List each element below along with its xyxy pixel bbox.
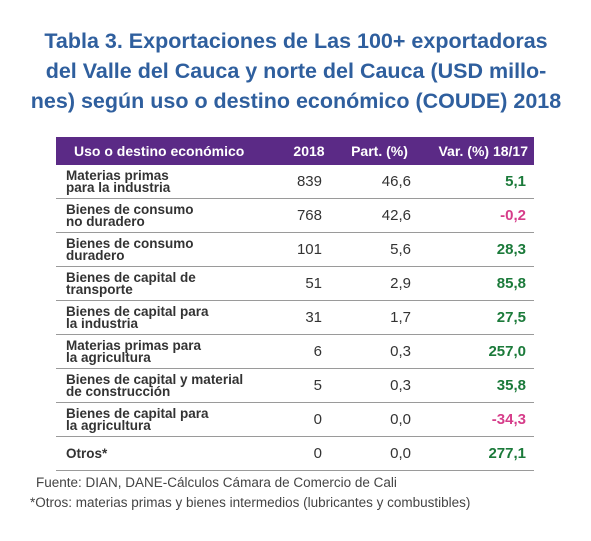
row-label: Bienes de capital de transporte <box>56 269 270 297</box>
row-label: Bienes de consumo no duradero <box>56 201 270 229</box>
table-row: Bienes de consumo no duradero 768 42,6 -0,2 <box>56 199 534 233</box>
cell-variacion: -0,2 <box>500 207 526 224</box>
footnote: *Otros: materias primas y bienes interme… <box>30 495 471 510</box>
cell-participacion: 0,0 <box>390 411 411 428</box>
table-row: Otros* 0 0,0 277,1 <box>56 437 534 471</box>
header-participacion: Part. (%) <box>351 143 408 159</box>
cell-variacion: 27,5 <box>496 309 526 326</box>
cell-variacion: 85,8 <box>496 275 526 292</box>
export-table: Uso o destino económico 2018 Part. (%) V… <box>56 137 534 471</box>
cell-variacion: 257,0 <box>488 343 526 360</box>
cell-variacion: 28,3 <box>496 241 526 258</box>
row-label-line: la agricultura <box>66 349 151 365</box>
row-label-line: la agricultura <box>66 417 151 433</box>
header-variacion: Var. (%) 18/17 <box>438 143 528 159</box>
cell-2018: 31 <box>305 309 322 326</box>
cell-participacion: 5,6 <box>390 241 411 258</box>
table-row: Bienes de capital para la industria 31 1,7 2… <box>56 301 534 335</box>
row-label-line: Bienes de consumo <box>66 235 194 251</box>
cell-2018: 768 <box>296 207 322 224</box>
cell-variacion: -34,3 <box>491 411 526 428</box>
row-label-line: transporte <box>66 281 133 297</box>
table-row: Bienes de capital y material de construcc… <box>56 369 534 403</box>
cell-2018: 5 <box>313 377 322 394</box>
row-label: Materias primas para la industria <box>56 167 270 195</box>
table-title-line: Tabla 3. Exportaciones de Las 100+ expor… <box>44 29 548 53</box>
cell-participacion: 0,3 <box>390 343 411 360</box>
row-label: Bienes de capital para la agricultura <box>56 405 270 433</box>
table-title-line: del Valle del Cauca y norte del Cauca (U… <box>45 59 547 83</box>
row-label: Otros* <box>56 445 270 461</box>
cell-2018: 0 <box>313 445 322 462</box>
row-label-line: Otros* <box>66 445 108 461</box>
cell-variacion: 35,8 <box>496 377 526 394</box>
row-label-line: Bienes de consumo <box>66 201 194 217</box>
header-uso-destino: Uso o destino económico <box>74 143 245 159</box>
row-label-line: duradero <box>66 247 125 263</box>
cell-participacion: 0,0 <box>390 445 411 462</box>
row-label: Bienes de capital para la industria <box>56 303 270 331</box>
table-body: Materias primas para la industria 839 46,6 5… <box>56 165 534 471</box>
row-label: Bienes de consumo duradero <box>56 235 270 263</box>
cell-2018: 101 <box>296 241 322 258</box>
cell-variacion: 277,1 <box>488 445 526 462</box>
row-label-line: no duradero <box>66 213 145 229</box>
table-row: Bienes de consumo duradero 101 5,6 28,3 <box>56 233 534 267</box>
cell-2018: 51 <box>305 275 322 292</box>
table-row: Bienes de capital de transporte 51 2,9 85,8 <box>56 267 534 301</box>
cell-2018: 6 <box>313 343 322 360</box>
table-row: Materias primas para la agricultura 6 0,3 25… <box>56 335 534 369</box>
cell-participacion: 1,7 <box>390 309 411 326</box>
cell-participacion: 2,9 <box>390 275 411 292</box>
table-row: Bienes de capital para la agricultura 0 0,0… <box>56 403 534 437</box>
row-label-line: la industria <box>66 315 139 331</box>
table-row: Materias primas para la industria 839 46,6 5… <box>56 165 534 199</box>
header-2018: 2018 <box>293 143 325 159</box>
cell-2018: 839 <box>296 173 322 190</box>
cell-participacion: 42,6 <box>381 207 411 224</box>
table-title: Tabla 3. Exportaciones de Las 100+ expor… <box>22 26 570 116</box>
row-label-line: Materias primas <box>66 167 169 183</box>
table-header-row: Uso o destino económico 2018 Part. (%) V… <box>56 137 534 165</box>
table-title-line: nes) según uso o destino económico (COUD… <box>30 89 562 113</box>
source-note: Fuente: DIAN, DANE-Cálculos Cámara de Co… <box>36 475 397 490</box>
cell-participacion: 0,3 <box>390 377 411 394</box>
row-label-line: Bienes de capital de <box>66 269 196 285</box>
row-label: Materias primas para la agricultura <box>56 337 270 365</box>
row-label-line: para la industria <box>66 179 171 195</box>
cell-participacion: 46,6 <box>381 173 411 190</box>
row-label-line: Bienes de capital y material <box>66 371 244 387</box>
row-label-line: Materias primas para <box>66 337 202 353</box>
row-label: Bienes de capital y material de construcc… <box>56 371 270 399</box>
row-label-line: de construcción <box>66 383 171 399</box>
row-label-line: Bienes de capital para <box>66 405 209 421</box>
cell-2018: 0 <box>313 411 322 428</box>
cell-variacion: 5,1 <box>505 173 526 190</box>
row-label-line: Bienes de capital para <box>66 303 209 319</box>
